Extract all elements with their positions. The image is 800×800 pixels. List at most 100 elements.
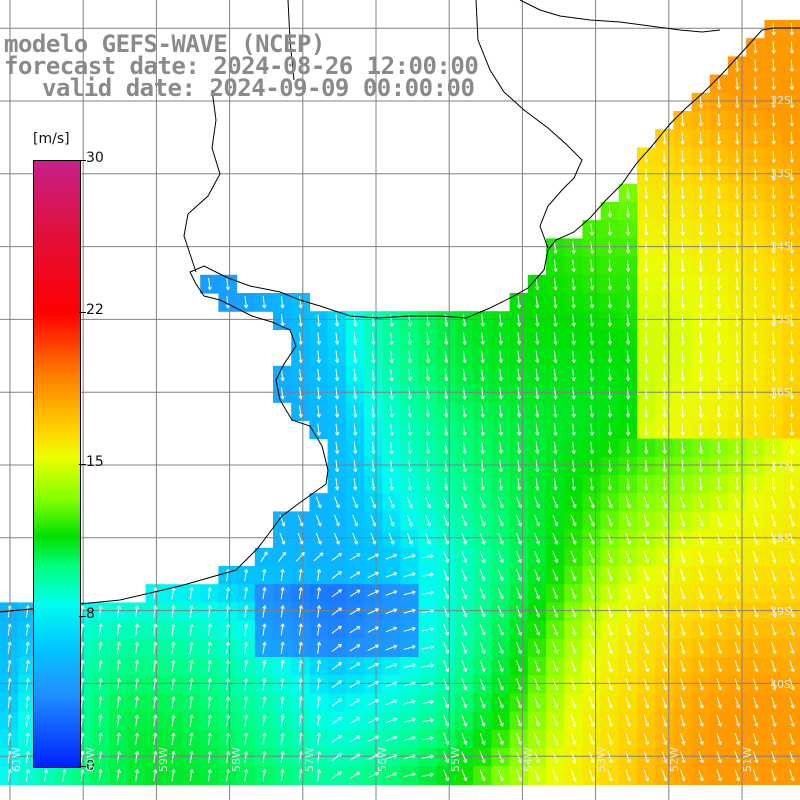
- wind-arrow: [716, 350, 722, 363]
- wind-arrow: [589, 223, 594, 236]
- wind-arrow: [589, 332, 594, 345]
- wind-arrow: [752, 696, 759, 709]
- wind-arrow: [680, 441, 685, 454]
- wind-arrow: [771, 77, 776, 90]
- wind-arrow: [25, 605, 30, 618]
- wind-arrow: [698, 459, 704, 473]
- wind-arrow: [334, 441, 340, 454]
- wind-arrow: [331, 589, 342, 598]
- wind-arrow: [698, 623, 704, 636]
- lat-label: 34S: [770, 240, 791, 253]
- wind-arrow: [644, 350, 649, 363]
- coastline: [0, 27, 800, 613]
- wind-arrow: [280, 769, 285, 782]
- wind-arrow: [752, 605, 759, 618]
- wind-arrow: [244, 641, 249, 654]
- wind-arrow: [297, 532, 304, 545]
- wind-arrow: [298, 678, 303, 691]
- wind-arrow: [349, 735, 361, 743]
- wind-arrow: [389, 368, 394, 382]
- wind-arrow: [625, 714, 631, 727]
- wind-arrow: [535, 441, 540, 454]
- wind-arrow: [771, 769, 777, 782]
- wind-arrow: [753, 77, 758, 90]
- wind-arrow: [625, 551, 631, 563]
- wind-arrow: [571, 387, 576, 400]
- wind-arrow: [262, 605, 267, 618]
- wind-arrow: [225, 750, 231, 764]
- wind-arrow: [535, 387, 540, 400]
- lat-label: 38S: [770, 532, 791, 545]
- wind-arrow: [516, 423, 522, 436]
- wind-arrow: [535, 368, 540, 382]
- wind-arrow: [570, 605, 577, 618]
- wind-arrow: [134, 659, 140, 673]
- wind-arrow: [388, 514, 395, 527]
- wind-arrow: [367, 717, 379, 724]
- wind-arrow: [498, 387, 503, 400]
- wind-arrow: [553, 423, 558, 436]
- wind-arrow: [571, 459, 576, 473]
- wind-arrow: [461, 769, 468, 782]
- wind-arrow: [407, 387, 412, 400]
- wind-arrow: [315, 514, 322, 527]
- wind-arrow: [680, 296, 685, 309]
- wind-arrow: [789, 733, 795, 745]
- border-line: [287, 0, 295, 81]
- wind-arrow: [385, 572, 398, 578]
- wind-arrow: [735, 186, 740, 200]
- wind-arrow: [625, 532, 631, 545]
- wind-arrow: [315, 532, 322, 545]
- wind-arrow: [262, 714, 267, 727]
- wind-arrow: [643, 569, 650, 582]
- wind-arrow: [789, 77, 795, 90]
- wind-arrow: [498, 441, 503, 454]
- wind-arrow: [189, 659, 194, 673]
- wind-arrow: [407, 368, 412, 382]
- wind-arrow: [607, 441, 613, 454]
- wind-arrow: [607, 223, 613, 236]
- wind-arrow: [353, 387, 358, 400]
- wind-arrow: [98, 750, 103, 764]
- wind-arrow: [735, 350, 740, 363]
- wind-arrow: [698, 223, 704, 236]
- wind-arrow: [516, 733, 522, 745]
- wind-arrow: [444, 423, 449, 436]
- wind-arrow: [680, 678, 686, 691]
- wind-arrow: [298, 732, 303, 745]
- wind-arrow: [734, 642, 741, 654]
- wind-arrow: [625, 642, 631, 654]
- wind-arrow: [244, 659, 249, 673]
- legend-unit-label: [m/s]: [33, 131, 70, 147]
- wind-arrow: [662, 241, 667, 254]
- wind-arrow: [385, 626, 398, 633]
- wind-arrow: [735, 259, 740, 272]
- wind-arrow: [680, 605, 686, 618]
- wind-arrow: [716, 532, 722, 545]
- lat-label: 39S: [770, 605, 791, 618]
- wind-arrow: [625, 205, 631, 218]
- wind-arrow: [225, 277, 230, 291]
- wind-arrow: [753, 296, 758, 309]
- wind-arrow: [516, 642, 522, 654]
- wind-arrow: [589, 405, 594, 418]
- wind-arrow: [80, 732, 85, 745]
- wind-arrow: [643, 551, 650, 563]
- wind-arrow: [371, 350, 376, 363]
- wind-arrow: [607, 623, 613, 636]
- wind-arrow: [352, 496, 358, 509]
- wind-arrow: [716, 623, 722, 636]
- wind-arrow: [680, 223, 685, 236]
- wind-arrow: [644, 205, 649, 218]
- wind-arrow: [189, 696, 194, 709]
- wind-arrow: [43, 769, 49, 782]
- wind-arrow: [225, 641, 231, 654]
- wind-arrow: [116, 659, 121, 673]
- wind-arrow: [497, 551, 504, 563]
- wind-arrow: [497, 642, 504, 654]
- wind-arrow: [385, 553, 398, 560]
- wind-arrow: [607, 769, 613, 782]
- wind-arrow: [589, 478, 594, 491]
- wind-arrow: [479, 678, 486, 691]
- wind-arrow: [497, 605, 504, 618]
